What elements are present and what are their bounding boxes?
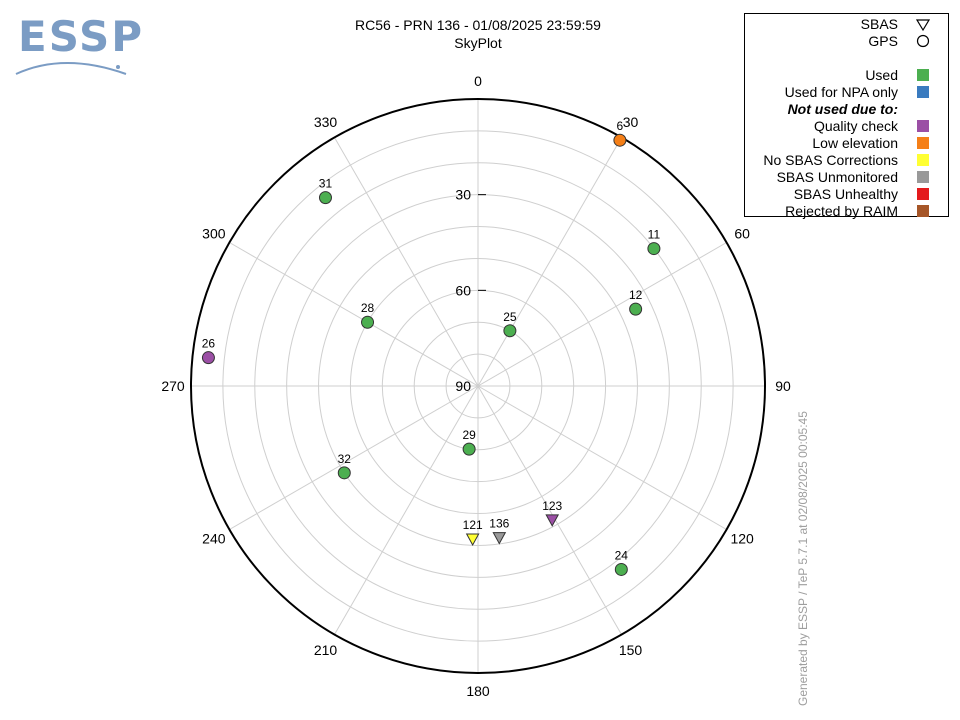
azimuth-spoke (334, 137, 479, 387)
legend-label: GPS (868, 33, 898, 49)
legend-label: Rejected by RAIM (785, 203, 898, 219)
legend-swatch (917, 120, 929, 132)
azimuth-spoke (229, 242, 479, 387)
legend-triangle-icon (916, 19, 930, 32)
satellite-prn-label: 24 (615, 548, 629, 562)
legend-label: Low elevation (812, 135, 898, 151)
satellite-marker-gps (337, 466, 351, 480)
legend-label: No SBAS Corrections (763, 152, 898, 168)
azimuth-spoke (229, 385, 479, 530)
satellite-prn-label: 12 (629, 288, 643, 302)
satellite-12: 12 (629, 288, 643, 316)
azimuth-spoke (334, 385, 479, 635)
chart-title: RC56 - PRN 136 - 01/08/2025 23:59:59 (355, 17, 601, 33)
satellite-marker-gps (462, 442, 476, 456)
satellite-123: 123 (542, 499, 563, 527)
satellite-marker-gps (361, 315, 375, 329)
azimuth-tick-label: 270 (161, 378, 185, 394)
legend-label: Quality check (813, 118, 898, 134)
generated-by-footer: Generated by ESSP / TeP 5.7.1 at 02/08/2… (796, 411, 810, 706)
satellite-prn-label: 136 (489, 517, 509, 531)
azimuth-tick-label: 330 (314, 114, 338, 130)
legend-label: Not used due to: (787, 101, 898, 117)
azimuth-tick-label: 120 (730, 531, 754, 547)
satellite-marker-sbas (545, 514, 560, 527)
azimuth-spoke (477, 385, 727, 530)
satellite-marker-gps (503, 324, 517, 338)
satellite-31: 31 (318, 177, 333, 205)
satellite-marker-gps (201, 351, 215, 365)
satellite-26: 26 (201, 337, 216, 365)
satellite-prn-label: 25 (503, 310, 517, 324)
azimuth-tick-label: 300 (202, 226, 226, 242)
azimuth-tick-label: 30 (623, 114, 639, 130)
satellite-24: 24 (614, 548, 629, 576)
legend-swatch (917, 69, 929, 81)
satellite-prn-label: 29 (462, 428, 476, 442)
legend: SBAS GPS Used Used for NPA only Not used due… (744, 13, 949, 219)
satellite-29: 29 (462, 428, 476, 456)
satellite-prn-label: 28 (361, 301, 375, 315)
azimuth-tick-label: 60 (734, 226, 750, 242)
satellite-marker-gps (647, 242, 661, 256)
horizon-circle (190, 98, 766, 674)
chart-subtitle: SkyPlot (454, 35, 502, 51)
azimuth-spoke (477, 242, 727, 387)
legend-circle-icon (916, 34, 930, 48)
satellite-prn-label: 123 (542, 499, 562, 513)
satellite-prn-label: 11 (648, 228, 661, 242)
satellite-6: 6 (613, 119, 627, 147)
azimuth-tick-label: 210 (314, 642, 338, 658)
legend-swatch (917, 154, 929, 166)
satellite-prn-label: 121 (463, 518, 483, 532)
satellite-marker-gps (613, 133, 627, 147)
legend-swatch (917, 205, 929, 217)
satellite-25: 25 (503, 310, 517, 338)
satellite-marker-sbas (465, 533, 480, 547)
azimuth-tick-label: 240 (202, 531, 226, 547)
elevation-tick-label: 30 (455, 187, 471, 203)
azimuth-spoke (477, 385, 622, 635)
satellite-prn-label: 31 (319, 177, 333, 191)
legend-swatch (917, 137, 929, 149)
legend-label: SBAS Unhealthy (793, 186, 898, 202)
legend-label: SBAS (860, 16, 898, 32)
satellite-prn-label: 26 (202, 337, 216, 351)
satellite-prn-label: 32 (338, 452, 352, 466)
elevation-tick-label: 60 (455, 282, 471, 298)
logo-text: ESSP (18, 12, 145, 61)
satellite-11: 11 (647, 228, 661, 256)
legend-label: Used for NPA only (784, 84, 898, 100)
satellite-136: 136 (489, 517, 510, 545)
satellite-marker-sbas (492, 532, 507, 545)
satellite-marker-gps (318, 191, 332, 205)
azimuth-tick-label: 0 (474, 73, 482, 89)
satellite-32: 32 (337, 452, 352, 480)
azimuth-spoke (477, 137, 622, 387)
essp-logo: ESSP (14, 10, 142, 82)
satellite-28: 28 (361, 301, 375, 329)
legend-label: SBAS Unmonitored (776, 169, 898, 185)
satellite-prn-label: 6 (617, 119, 624, 133)
legend-swatch (917, 188, 929, 200)
satellite-marker-gps (629, 302, 643, 316)
azimuth-tick-label: 150 (619, 642, 643, 658)
elevation-tick-label: 90 (455, 378, 471, 394)
satellite-121: 121 (463, 518, 483, 547)
satellite-marker-gps (614, 562, 628, 576)
azimuth-tick-label: 90 (775, 378, 791, 394)
logo-swoosh (15, 62, 127, 75)
legend-swatch (917, 86, 929, 98)
legend-label: Used (865, 67, 898, 83)
legend-swatch (917, 171, 929, 183)
azimuth-tick-label: 180 (466, 683, 490, 699)
